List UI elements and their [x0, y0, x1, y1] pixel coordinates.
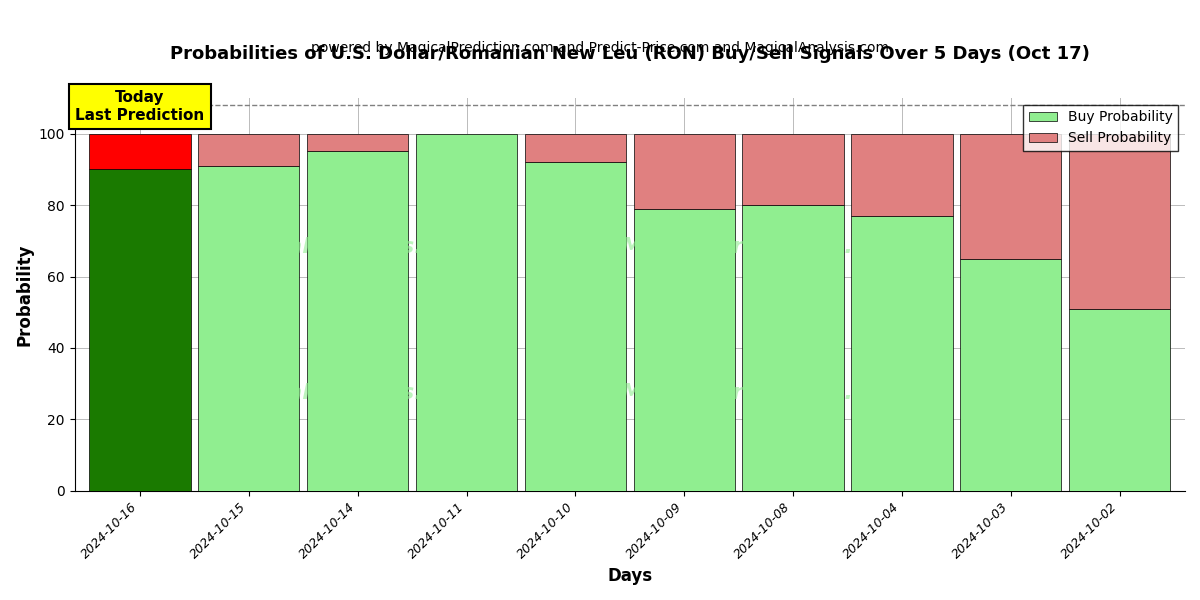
Text: MagicalPrediction.com: MagicalPrediction.com: [620, 383, 905, 403]
Bar: [851, 216, 953, 491]
Bar: [1069, 308, 1170, 491]
Bar: [307, 134, 408, 151]
Bar: [743, 134, 844, 205]
Bar: [1069, 134, 1170, 308]
Text: Today
Last Prediction: Today Last Prediction: [76, 91, 204, 123]
Bar: [416, 134, 517, 491]
Bar: [960, 134, 1062, 259]
Text: powered by MagicalPrediction.com and Predict-Price.com and MagicalAnalysis.com: powered by MagicalPrediction.com and Pre…: [311, 41, 889, 55]
Title: Probabilities of U.S. Dollar/Romanian New Leu (RON) Buy/Sell Signals Over 5 Days: Probabilities of U.S. Dollar/Romanian Ne…: [170, 45, 1090, 63]
Bar: [743, 205, 844, 491]
Bar: [634, 209, 734, 491]
Bar: [634, 134, 734, 209]
Legend: Buy Probability, Sell Probability: Buy Probability, Sell Probability: [1024, 105, 1178, 151]
Bar: [524, 162, 626, 491]
Bar: [851, 134, 953, 216]
Bar: [89, 169, 191, 491]
Text: MagicalPrediction.com: MagicalPrediction.com: [620, 237, 905, 257]
Bar: [960, 259, 1062, 491]
Y-axis label: Probability: Probability: [16, 243, 34, 346]
Text: calAnalysis.com: calAnalysis.com: [275, 383, 475, 403]
Text: calAnalysis.com: calAnalysis.com: [275, 237, 475, 257]
X-axis label: Days: Days: [607, 567, 653, 585]
Bar: [524, 134, 626, 162]
Bar: [307, 151, 408, 491]
Bar: [198, 166, 300, 491]
Bar: [198, 134, 300, 166]
Bar: [89, 134, 191, 169]
